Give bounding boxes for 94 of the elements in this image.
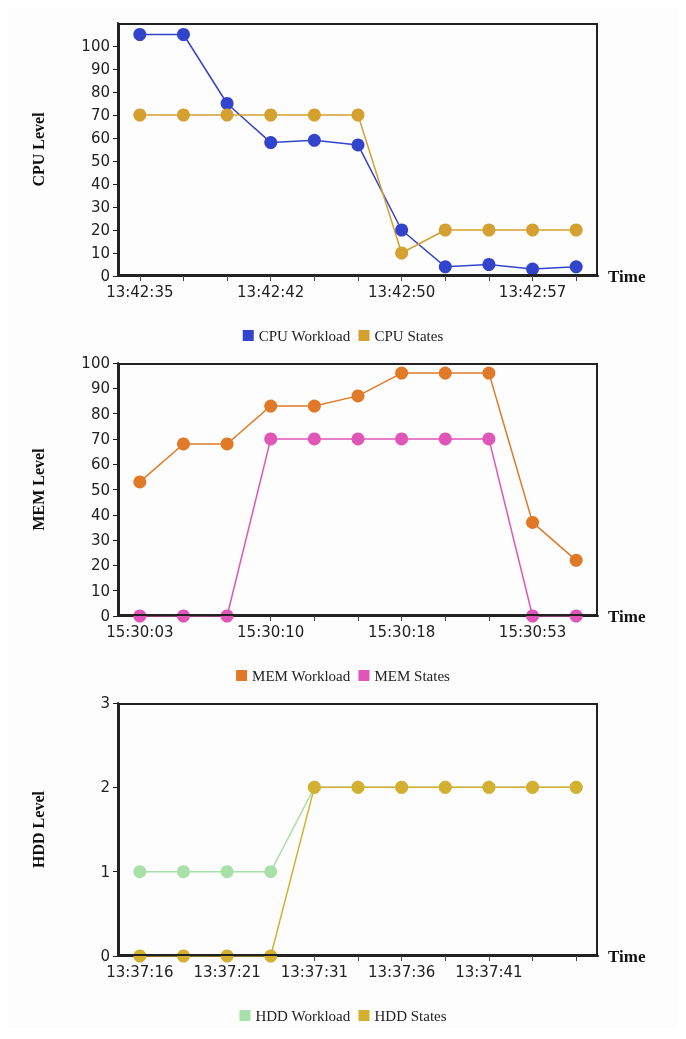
point (569, 223, 583, 237)
y-tick-label: 2 (100, 778, 110, 797)
point (220, 97, 234, 110)
point (307, 399, 321, 413)
y-tick-label: 20 (90, 221, 110, 239)
legend-label: MEM States (374, 667, 451, 684)
y-tick-label: 70 (90, 429, 110, 448)
legend-label: CPU States (374, 327, 444, 344)
y-tick-label: 0 (100, 947, 110, 965)
point (438, 432, 452, 446)
point (569, 260, 583, 274)
point (526, 223, 540, 237)
y-axis-title: MEM Level (29, 447, 47, 531)
y-tick-label: 10 (90, 581, 110, 600)
y-tick-label: 0 (100, 607, 110, 625)
x-tick-label: 13:37:31 (280, 962, 349, 981)
y-tick-label: 70 (90, 106, 110, 124)
legend-label: HDD States (374, 1007, 447, 1024)
point (351, 432, 365, 446)
point (264, 108, 278, 122)
y-tick-label: 80 (90, 83, 110, 101)
legend-label: CPU Workload (258, 327, 351, 344)
y-tick-label: 40 (90, 505, 110, 524)
x-tick-label: 13:42:50 (367, 282, 436, 301)
point (264, 136, 278, 150)
point (220, 108, 234, 122)
point (133, 28, 147, 41)
x-tick-label: 13:37:41 (455, 962, 523, 981)
y-tick-label: 100 (81, 37, 110, 55)
point (569, 553, 583, 567)
y-tick-label: 60 (90, 455, 110, 474)
x-tick-label: 15:30:03 (106, 622, 174, 641)
point (133, 108, 147, 122)
point (176, 28, 190, 41)
point (220, 865, 234, 879)
x-tick-label: 15:30:10 (237, 622, 305, 641)
x-tick-label: 13:42:57 (498, 282, 567, 301)
x-axis-title: Time (608, 606, 646, 626)
y-tick-label: 90 (90, 60, 110, 78)
x-tick-label: 13:42:42 (237, 282, 305, 301)
point (307, 432, 321, 446)
y-tick-label: 3 (100, 694, 110, 712)
point (264, 865, 278, 879)
point (176, 437, 190, 451)
y-tick-label: 1 (100, 862, 110, 881)
point (133, 865, 147, 879)
point (351, 108, 365, 122)
y-tick-label: 10 (90, 244, 110, 262)
legend-label: MEM Workload (252, 667, 351, 684)
point (438, 366, 452, 380)
point (482, 258, 496, 271)
y-tick-label: 90 (90, 379, 110, 398)
y-tick-label: 50 (90, 152, 110, 170)
x-tick-label: 13:42:35 (106, 282, 174, 301)
point (482, 432, 496, 446)
y-tick-label: 50 (90, 480, 110, 499)
point (264, 399, 278, 413)
point (264, 432, 278, 446)
point (482, 366, 496, 380)
point (395, 432, 409, 446)
y-tick-label: 40 (90, 175, 110, 193)
point (351, 389, 365, 403)
point (307, 133, 321, 147)
point (133, 475, 147, 489)
x-tick-label: 13:37:36 (367, 962, 436, 981)
x-tick-label: 15:30:18 (367, 622, 436, 641)
legend-label: HDD Workload (255, 1007, 351, 1024)
point (307, 108, 321, 122)
y-tick-label: 100 (81, 354, 110, 372)
point (351, 138, 365, 152)
point (482, 223, 496, 237)
point (395, 366, 409, 380)
point (176, 108, 190, 122)
x-tick-label: 13:37:21 (193, 962, 261, 981)
y-tick-label: 0 (100, 267, 110, 285)
point (395, 223, 409, 237)
y-tick-label: 60 (90, 129, 110, 147)
x-axis-title: Time (608, 266, 646, 286)
point (220, 437, 234, 451)
point (526, 515, 540, 529)
y-axis-title: HDD Level (29, 790, 47, 868)
x-tick-label: 15:30:53 (498, 622, 567, 641)
x-axis-title: Time (608, 946, 646, 966)
point (176, 865, 190, 879)
y-tick-label: 30 (90, 198, 110, 216)
point (526, 262, 540, 276)
point (438, 260, 452, 274)
x-tick-label: 13:37:16 (106, 962, 174, 981)
point (438, 223, 452, 237)
y-tick-label: 80 (90, 404, 110, 423)
y-tick-label: 30 (90, 531, 110, 550)
point (395, 246, 409, 260)
y-axis-title: CPU Level (29, 111, 47, 187)
y-tick-label: 20 (90, 556, 110, 575)
